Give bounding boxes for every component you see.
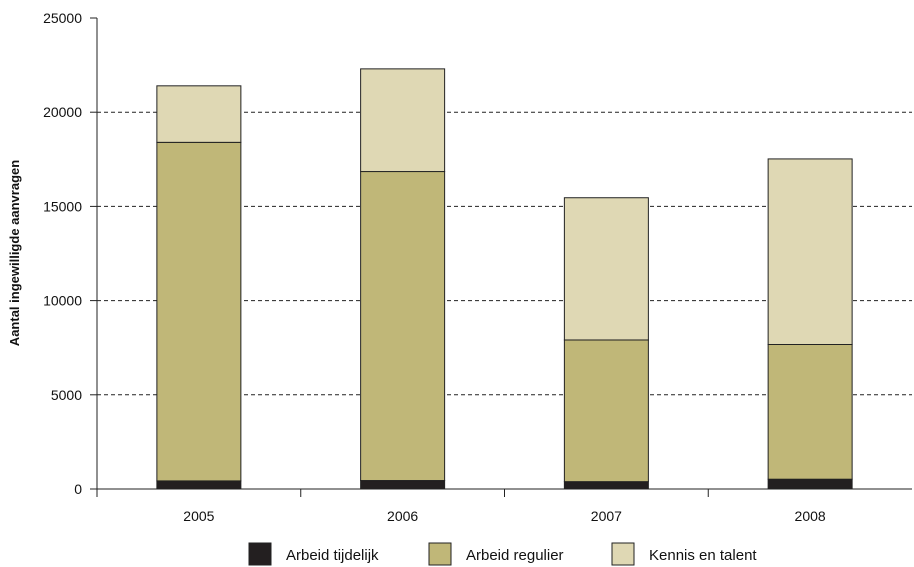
legend-label: Kennis en talent [649, 547, 757, 564]
legend: Arbeid tijdelijk Arbeid regulier Kennis en… [248, 542, 757, 566]
bar-segment [360, 171, 446, 482]
bars [156, 68, 853, 490]
y-tick-label: 0 [74, 481, 82, 497]
y-axis-title: Aantal ingewilligde aanvragen [7, 160, 22, 346]
x-tick-labels: 2005 2006 2007 2008 [183, 508, 826, 524]
bar-segment [360, 480, 446, 490]
bar-segment [563, 481, 649, 490]
bar-segment [563, 339, 649, 483]
bar-segment [156, 480, 242, 490]
axes [90, 17, 912, 497]
x-tick-label: 2008 [795, 508, 826, 524]
legend-swatch [248, 542, 272, 566]
bar-segment [767, 158, 853, 345]
bar-segment [156, 141, 242, 482]
y-tick-label: 10000 [43, 293, 82, 309]
legend-swatch [428, 542, 452, 566]
bar-segment [563, 197, 649, 341]
y-tick-label: 20000 [43, 104, 82, 120]
bar-segment [156, 85, 242, 143]
legend-label: Arbeid tijdelijk [286, 547, 379, 564]
x-tick-label: 2005 [183, 508, 214, 524]
bar-segment [767, 343, 853, 480]
y-tick-label: 5000 [51, 387, 82, 403]
bar-segment [360, 68, 446, 173]
y-tick-label: 25000 [43, 10, 82, 26]
x-tick-label: 2006 [387, 508, 418, 524]
legend-label: Arbeid regulier [466, 547, 564, 564]
x-tick-label: 2007 [591, 508, 622, 524]
y-tick-label: 15000 [43, 198, 82, 214]
y-tick-labels: 0 5000 10000 15000 20000 25000 [43, 10, 82, 497]
legend-swatch [611, 542, 635, 566]
bar-segment [767, 478, 853, 490]
